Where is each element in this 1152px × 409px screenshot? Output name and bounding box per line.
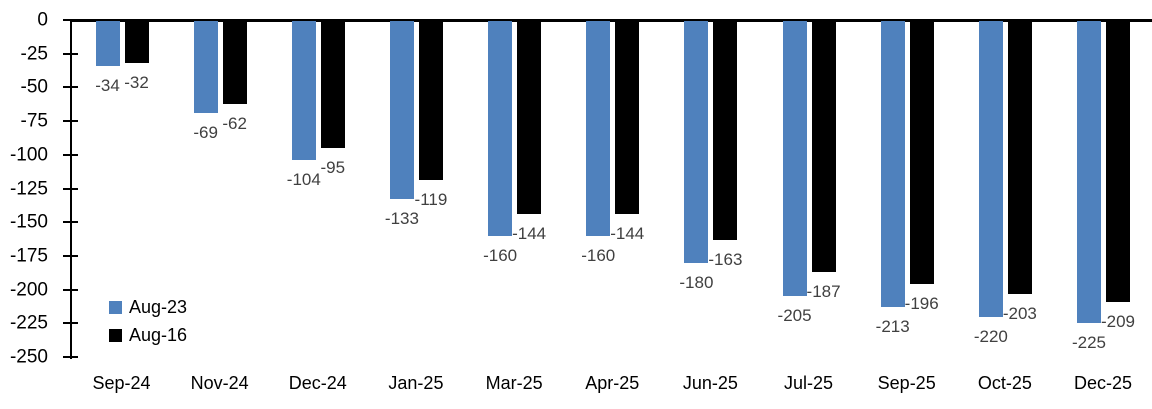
- bar-aug-16: [124, 21, 149, 64]
- y-axis-tick: [63, 52, 78, 55]
- bar-aug-16: [811, 21, 836, 273]
- legend: Aug-23 Aug-16: [109, 293, 187, 349]
- legend-swatch-aug23: [109, 300, 122, 314]
- x-category-label: Mar-25: [485, 373, 543, 393]
- y-axis-tick: [63, 221, 78, 224]
- y-axis-tick-label: -225: [9, 312, 48, 334]
- y-axis-tick-label: -150: [9, 211, 48, 233]
- bar-aug-23: [389, 21, 414, 200]
- y-axis-tick: [63, 288, 78, 291]
- bar-data-label: -62: [222, 113, 247, 133]
- legend-item-aug16: Aug-16: [109, 321, 187, 349]
- bar-aug-16: [615, 21, 640, 215]
- bar-data-label: -220: [973, 326, 1008, 346]
- x-category-label: Oct-25: [977, 373, 1032, 393]
- bar-data-label: -205: [777, 306, 812, 326]
- x-category-label: Dec-25: [1073, 373, 1133, 393]
- y-axis-tick: [63, 322, 78, 325]
- bar-data-label: -32: [124, 73, 149, 93]
- bar-aug-16: [517, 21, 542, 215]
- y-axis-tick: [63, 356, 78, 358]
- legend-label-aug23: Aug-23: [129, 297, 188, 317]
- y-axis-tick-label: -25: [20, 43, 48, 65]
- y-axis-tick-label: -200: [9, 279, 48, 301]
- legend-label-aug16: Aug-16: [129, 325, 188, 345]
- y-axis-tick: [63, 153, 78, 156]
- bar-aug-23: [95, 21, 120, 66]
- x-category-label: Sep-25: [877, 373, 936, 393]
- bar-aug-23: [978, 21, 1003, 317]
- bar-data-label: -133: [384, 209, 419, 229]
- y-axis-tick: [63, 120, 78, 123]
- y-axis-tick-label: -75: [20, 110, 48, 132]
- bar-data-label: -144: [512, 224, 547, 244]
- bar-aug-23: [291, 21, 316, 161]
- x-category-label: Jul-25: [784, 373, 834, 393]
- y-axis-tick: [63, 86, 78, 89]
- bar-data-label: -69: [193, 123, 218, 142]
- legend-item-aug23: Aug-23: [109, 293, 187, 321]
- bar-data-label: -160: [483, 245, 518, 265]
- bar-data-label: -196: [904, 294, 939, 314]
- legend-swatch-aug16: [109, 328, 122, 342]
- bar-aug-16: [1106, 21, 1130, 302]
- bar-data-label: -104: [286, 170, 321, 190]
- y-axis-tick-label: -50: [20, 76, 48, 98]
- zero-axis-line: [70, 19, 1152, 22]
- y-axis-tick-label: -125: [9, 178, 48, 199]
- bar-data-label: -209: [1100, 311, 1136, 331]
- y-axis-tick: [63, 19, 78, 21]
- bar-data-label: -225: [1071, 333, 1107, 353]
- y-axis-tick: [63, 254, 78, 257]
- bar-data-label: -34: [95, 75, 120, 95]
- bar-aug-23: [1077, 21, 1101, 324]
- bar-aug-16: [418, 21, 443, 181]
- bar-data-label: -119: [414, 190, 448, 210]
- bar-aug-23: [586, 21, 611, 236]
- bar-aug-23: [488, 21, 513, 236]
- y-axis-tick-label: -175: [9, 245, 48, 267]
- bar-data-label: -144: [610, 224, 645, 244]
- bar-data-label: -203: [1002, 303, 1037, 323]
- bar-data-label: -95: [320, 158, 346, 178]
- bar-aug-16: [222, 21, 247, 104]
- bar-data-label: -187: [806, 282, 841, 302]
- bar-aug-23: [193, 21, 218, 113]
- y-axis-tick-label: -250: [9, 346, 48, 368]
- bar-aug-16: [1007, 21, 1032, 294]
- bar-aug-23: [880, 21, 905, 308]
- x-category-label: Jan-25: [388, 373, 444, 393]
- bar-aug-16: [320, 21, 345, 149]
- bar-data-label: -160: [581, 245, 616, 265]
- bar-aug-16: [909, 21, 934, 285]
- bar-aug-23: [782, 21, 807, 297]
- y-axis-tick: [63, 187, 78, 190]
- x-category-label: Dec-24: [288, 373, 347, 393]
- x-category-label: Jun-25: [682, 373, 738, 393]
- x-category-label: Nov-24: [190, 373, 249, 393]
- bar-aug-16: [713, 21, 738, 240]
- bar-data-label: -163: [708, 249, 743, 269]
- bar-aug-23: [684, 21, 709, 263]
- y-axis-tick-label: -100: [9, 144, 48, 166]
- x-category-label: Sep-24: [92, 373, 151, 393]
- x-category-label: Apr-25: [585, 373, 640, 393]
- bar-data-label: -213: [875, 317, 910, 337]
- y-axis-tick-label: 0: [37, 9, 48, 31]
- bar-data-label: -180: [679, 272, 714, 292]
